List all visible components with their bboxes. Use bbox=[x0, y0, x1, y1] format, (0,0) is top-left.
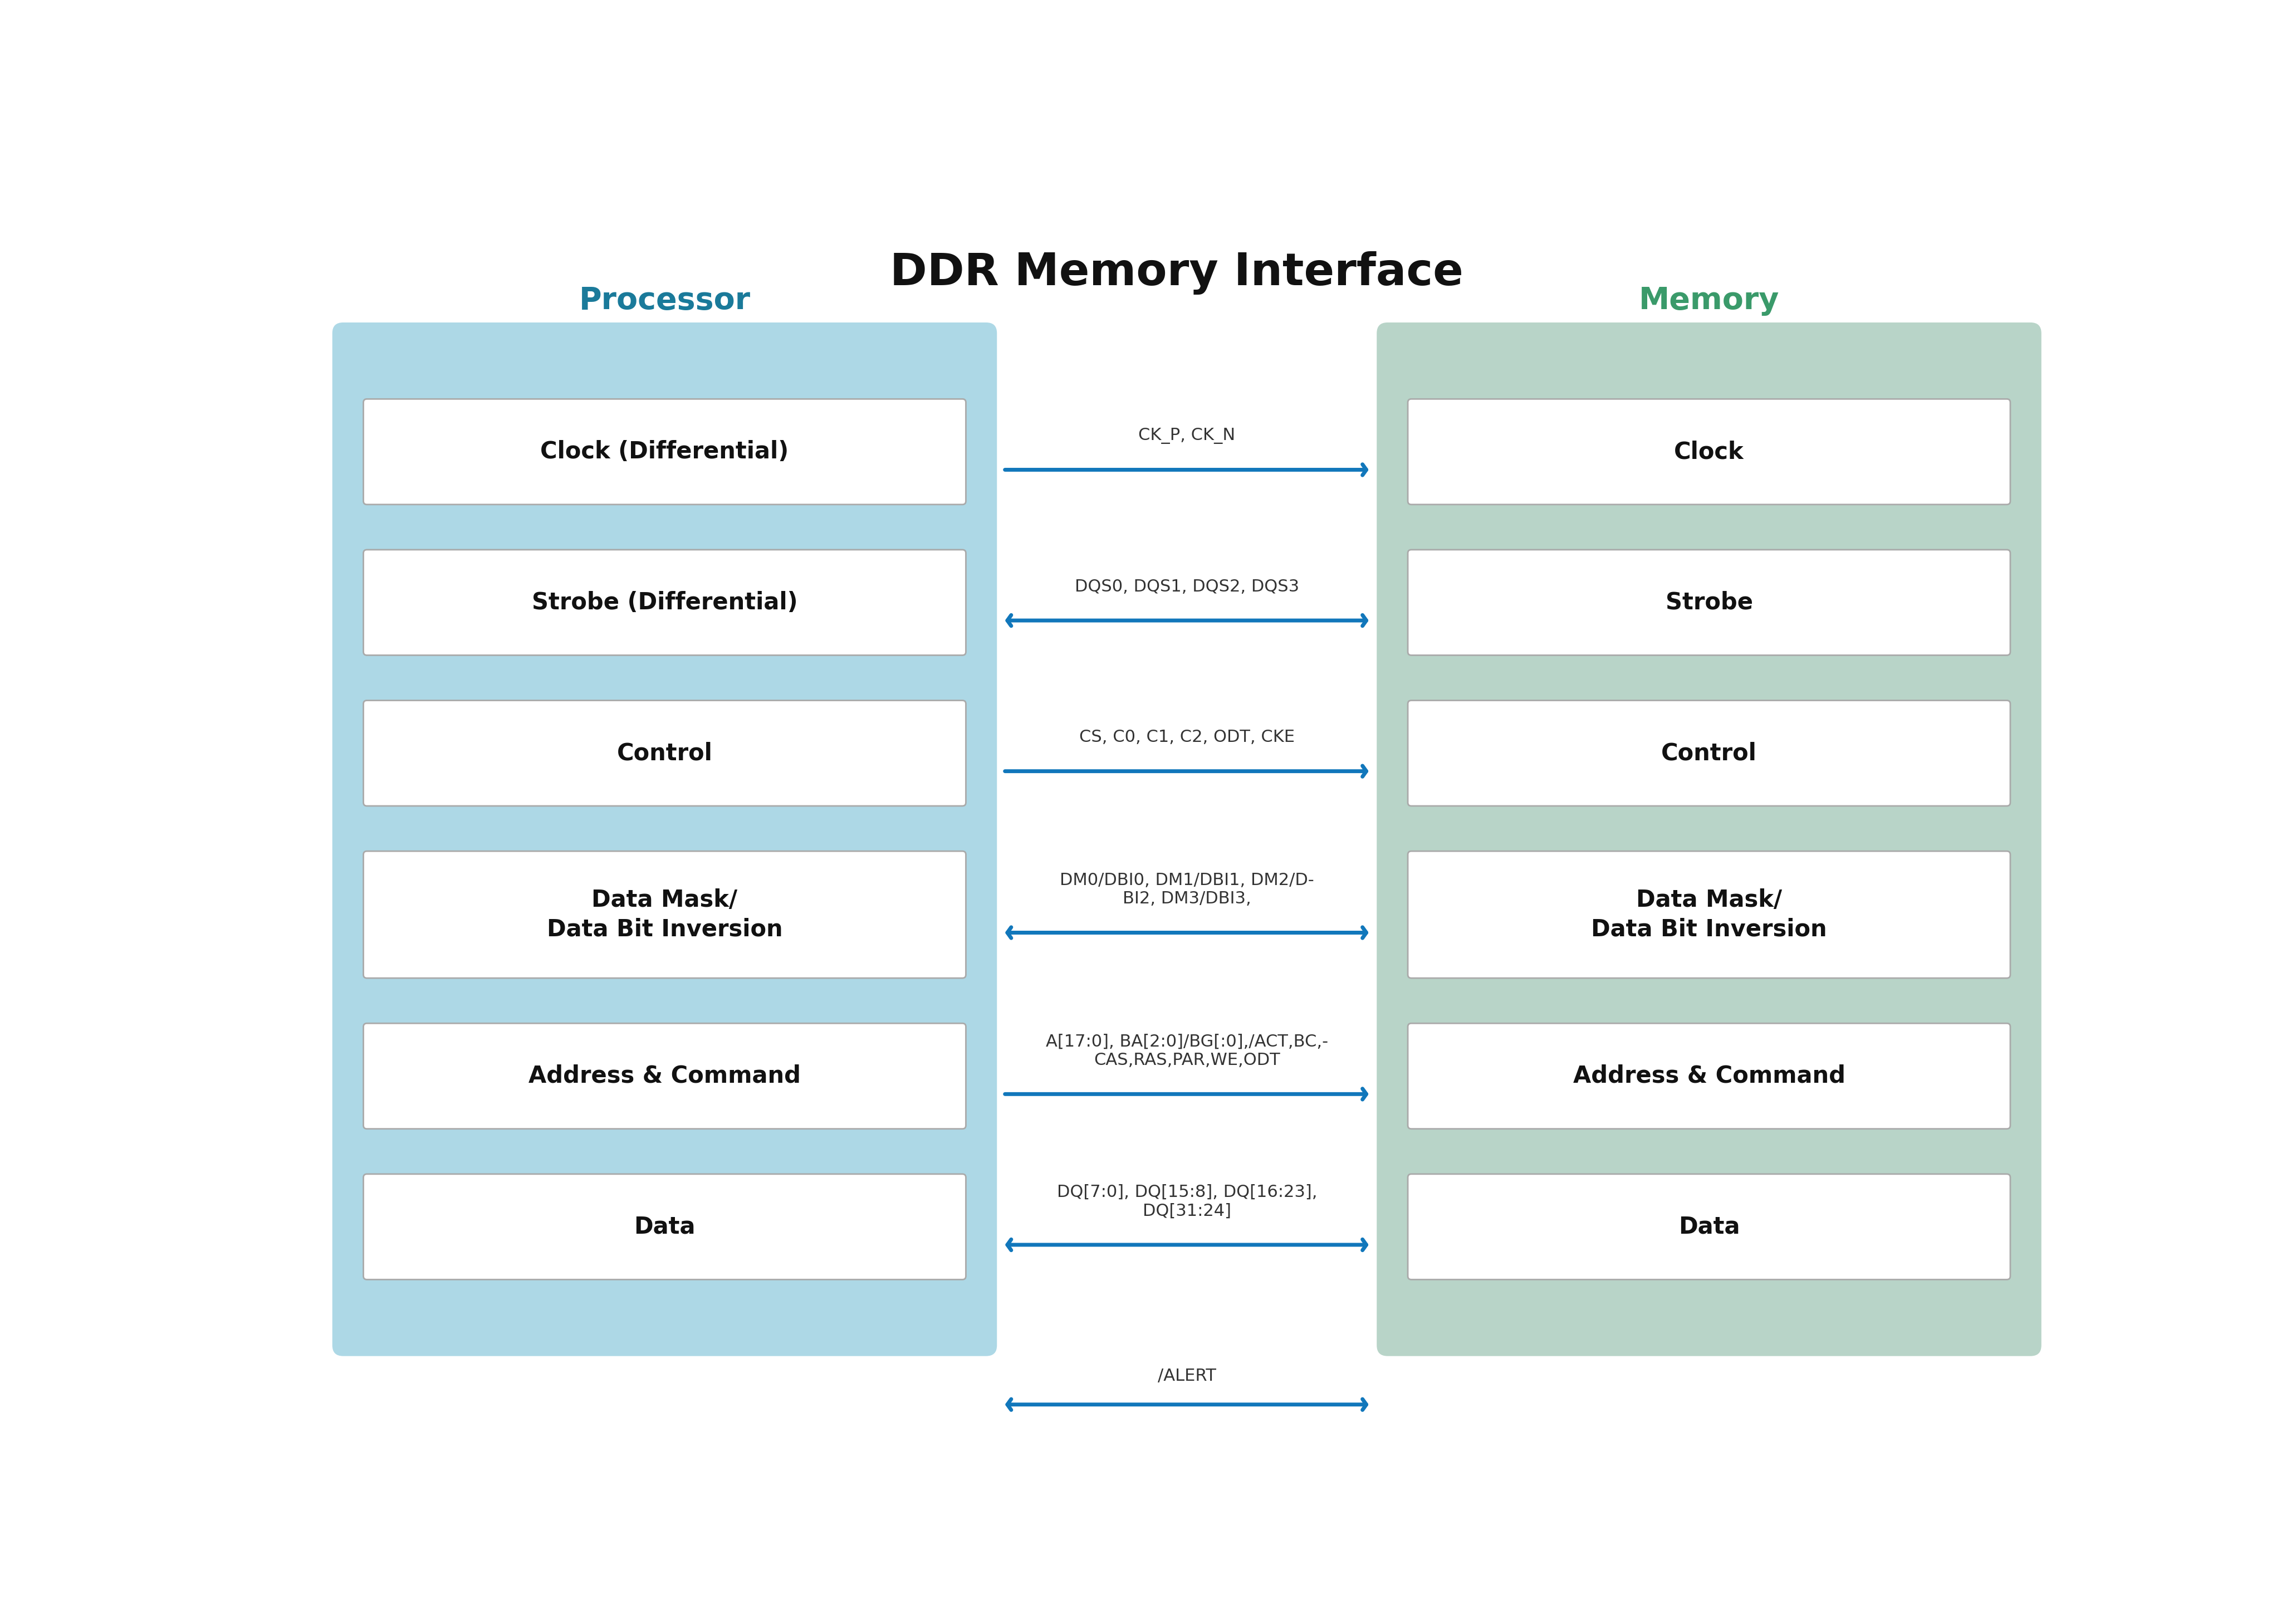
Text: Data: Data bbox=[1678, 1216, 1740, 1238]
FancyBboxPatch shape bbox=[1407, 851, 2011, 978]
FancyBboxPatch shape bbox=[1407, 1174, 2011, 1280]
FancyBboxPatch shape bbox=[1407, 1023, 2011, 1129]
Text: DM0/DBI0, DM1/DBI1, DM2/D-
BI2, DM3/DBI3,: DM0/DBI0, DM1/DBI1, DM2/D- BI2, DM3/DBI3… bbox=[1061, 872, 1313, 907]
FancyBboxPatch shape bbox=[363, 1174, 967, 1280]
Text: Data: Data bbox=[634, 1216, 696, 1238]
Text: Clock: Clock bbox=[1674, 441, 1745, 463]
FancyBboxPatch shape bbox=[1407, 701, 2011, 806]
Text: A[17:0], BA[2:0]/BG[:0],/ACT,BC,-
CAS,RAS,PAR,WE,ODT: A[17:0], BA[2:0]/BG[:0],/ACT,BC,- CAS,RA… bbox=[1045, 1034, 1327, 1068]
Text: Processor: Processor bbox=[579, 286, 751, 317]
Text: Strobe (Differential): Strobe (Differential) bbox=[533, 590, 797, 614]
Text: Data Mask/
Data Bit Inversion: Data Mask/ Data Bit Inversion bbox=[1591, 889, 1828, 941]
Text: Address & Command: Address & Command bbox=[528, 1064, 801, 1087]
FancyBboxPatch shape bbox=[363, 851, 967, 978]
Text: Control: Control bbox=[618, 741, 712, 765]
Text: Clock (Differential): Clock (Differential) bbox=[540, 441, 790, 463]
Text: Address & Command: Address & Command bbox=[1573, 1064, 1846, 1087]
Text: Memory: Memory bbox=[1639, 286, 1779, 317]
FancyBboxPatch shape bbox=[363, 550, 967, 654]
Text: /ALERT: /ALERT bbox=[1157, 1368, 1217, 1384]
FancyBboxPatch shape bbox=[363, 1023, 967, 1129]
FancyBboxPatch shape bbox=[1407, 550, 2011, 654]
Text: DQ[7:0], DQ[15:8], DQ[16:23],
DQ[31:24]: DQ[7:0], DQ[15:8], DQ[16:23], DQ[31:24] bbox=[1056, 1183, 1318, 1219]
Text: CS, C0, C1, C2, ODT, CKE: CS, C0, C1, C2, ODT, CKE bbox=[1079, 730, 1295, 746]
Text: Strobe: Strobe bbox=[1665, 590, 1752, 614]
Text: Data Mask/
Data Bit Inversion: Data Mask/ Data Bit Inversion bbox=[546, 889, 783, 941]
FancyBboxPatch shape bbox=[1407, 399, 2011, 505]
FancyBboxPatch shape bbox=[363, 701, 967, 806]
Text: DDR Memory Interface: DDR Memory Interface bbox=[891, 251, 1463, 294]
Text: CK_P, CK_N: CK_P, CK_N bbox=[1139, 428, 1235, 444]
Text: Control: Control bbox=[1662, 741, 1756, 765]
Text: DQS0, DQS1, DQS2, DQS3: DQS0, DQS1, DQS2, DQS3 bbox=[1075, 579, 1300, 595]
FancyBboxPatch shape bbox=[363, 399, 967, 505]
FancyBboxPatch shape bbox=[1378, 323, 2041, 1356]
FancyBboxPatch shape bbox=[333, 323, 996, 1356]
